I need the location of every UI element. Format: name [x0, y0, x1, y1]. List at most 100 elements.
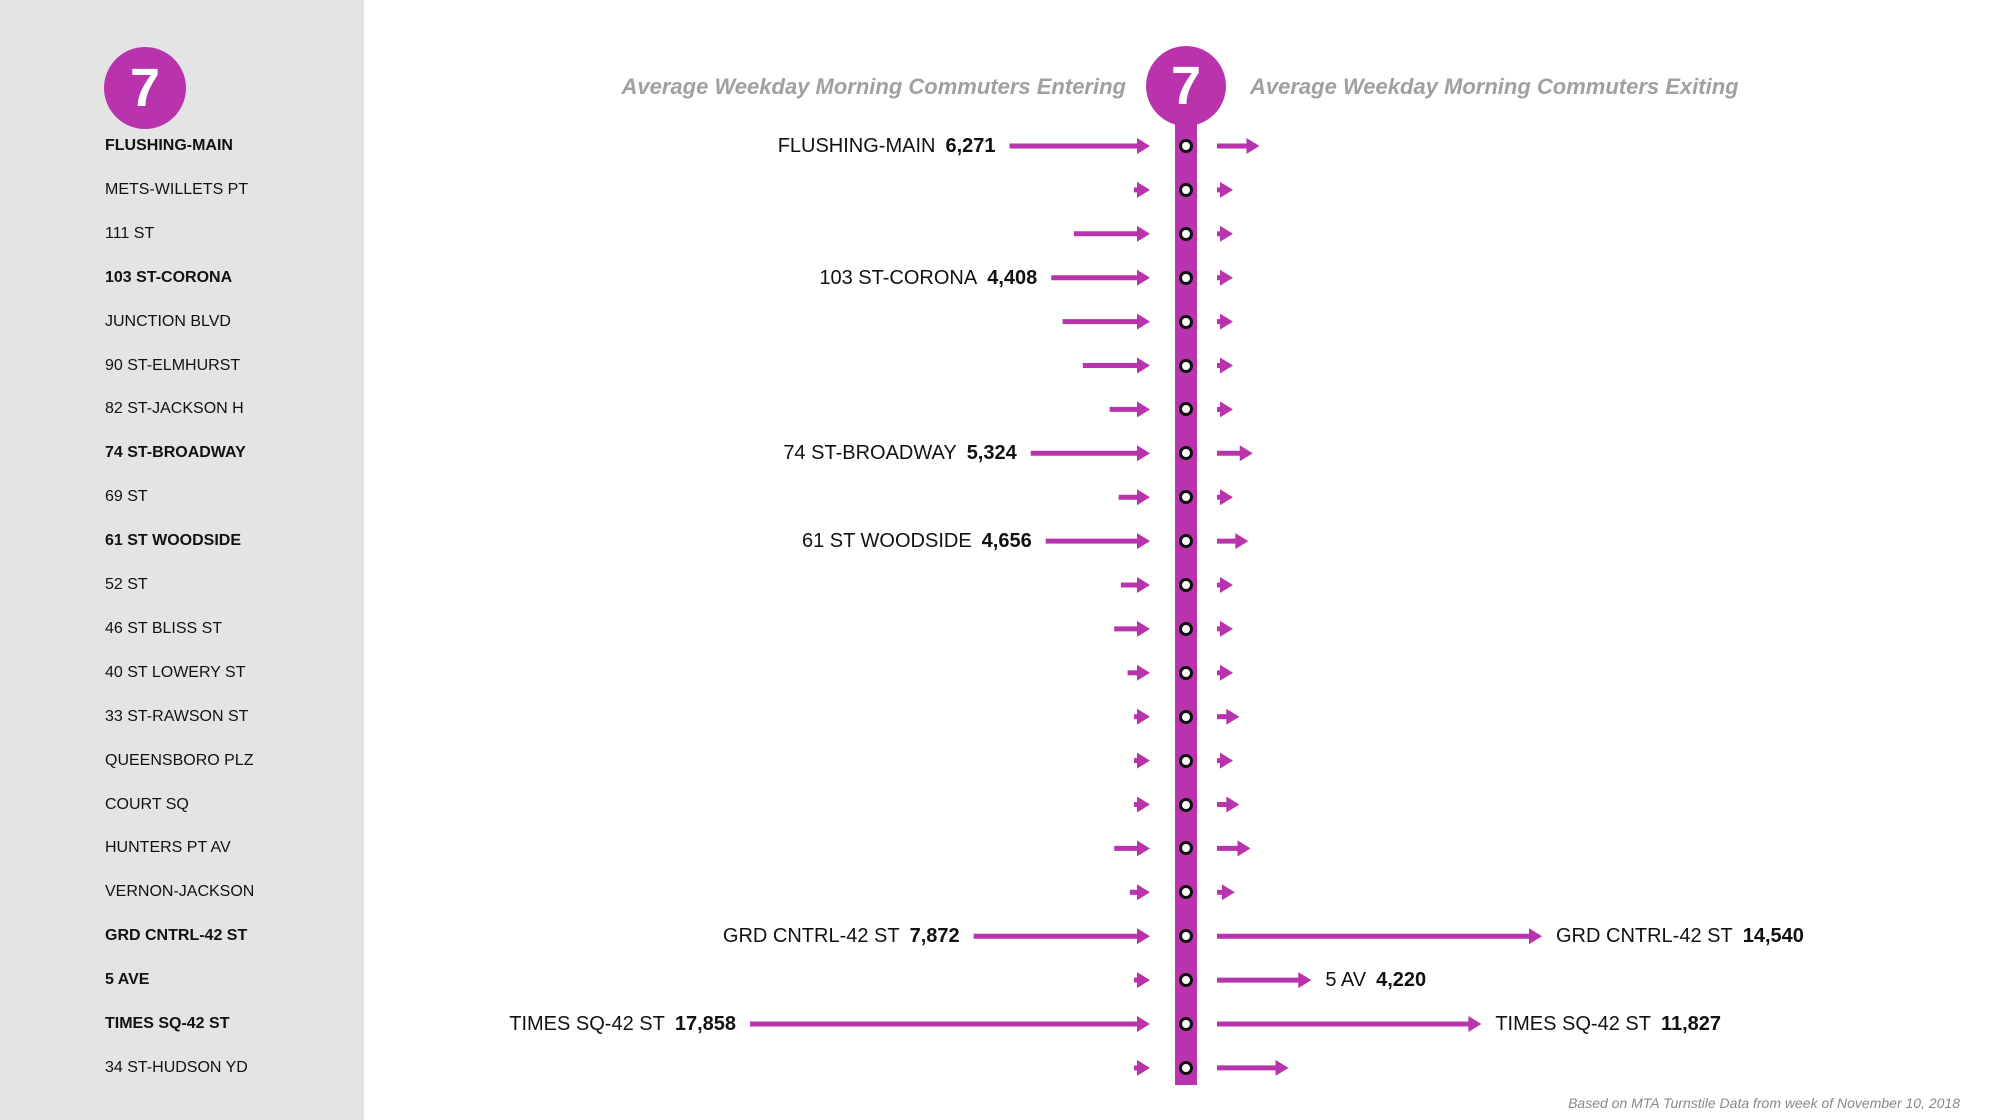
- entering-label-name: 103 ST-CORONA: [819, 266, 978, 289]
- exiting-arrow-hunters-pt-av: [1217, 840, 1251, 857]
- stop-marker-grd-cntrl-42-st: [1179, 929, 1193, 944]
- entering-label-name: 61 ST WOODSIDE: [801, 530, 972, 553]
- entering-label-name: FLUSHING-MAIN: [777, 135, 936, 157]
- stop-marker-82-st-jackson-h: [1179, 402, 1193, 417]
- entering-label-value: 5,324: [966, 442, 1017, 465]
- exiting-arrow-46-st-bliss-st: [1217, 620, 1233, 637]
- sidebar-station-46-st-bliss-st: 46 ST BLISS ST: [105, 619, 223, 637]
- exiting-arrow-61-st-woodside: [1217, 533, 1249, 550]
- exiting-arrow-flushing-main: [1217, 138, 1260, 154]
- sidebar-station-82-st-jackson-h: 82 ST-JACKSON H: [105, 400, 244, 418]
- sidebar-station-flushing-main: FLUSHING-MAIN: [105, 137, 233, 154]
- entering-label-103-st-corona: 103 ST-CORONA 4,408: [819, 266, 1037, 290]
- stop-marker-hunters-pt-av: [1179, 841, 1193, 856]
- entering-label-name: GRD CNTRL-42 ST: [722, 925, 900, 948]
- stop-marker-33-st-rawson-st: [1179, 709, 1193, 724]
- entering-label-name: TIMES SQ-42 ST: [509, 1013, 665, 1035]
- entering-label-value: 4,408: [987, 266, 1038, 289]
- stop-marker-vernon-jackson: [1179, 885, 1193, 900]
- entering-arrow-mets-willets-pt: [1134, 181, 1150, 198]
- stop-marker-52-st: [1179, 578, 1193, 592]
- entering-arrow-69-st: [1118, 489, 1150, 506]
- entering-label-grd-cntrl-42-st: GRD CNTRL-42 ST 7,872: [723, 924, 960, 948]
- sidebar-station-90-st-elmhurst: 90 ST-ELMHURST: [105, 356, 241, 374]
- exiting-arrow-court-sq: [1217, 796, 1240, 813]
- sidebar-station-hunters-pt-av: HUNTERS PT AV: [105, 839, 231, 857]
- sidebar-station-vernon-jackson: VERNON-JACKSON: [105, 883, 255, 901]
- sidebar-station-69-st: 69 ST: [105, 488, 148, 506]
- entering-arrow-61-st-woodside: [1045, 533, 1150, 550]
- exiting-arrow-103-st-corona: [1217, 269, 1233, 286]
- entering-arrow-40-st-lowery-st: [1127, 664, 1150, 681]
- entering-arrow-74-st-broadway: [1030, 445, 1150, 462]
- stop-marker-junction-blvd: [1179, 314, 1193, 329]
- sidebar-station-queensboro-plz: QUEENSBORO PLZ: [105, 751, 254, 769]
- exiting-arrow-34-st-hudson-yd: [1217, 1059, 1289, 1076]
- exiting-arrow-vernon-jackson: [1217, 884, 1235, 901]
- exiting-arrow-mets-willets-pt: [1217, 181, 1233, 198]
- stop-marker-5-ave: [1179, 973, 1193, 988]
- entering-label-74-st-broadway: 74 ST-BROADWAY 5,324: [783, 441, 1016, 465]
- route-7-center-badge: 7: [1146, 46, 1226, 126]
- exiting-arrow-33-st-rawson-st: [1217, 708, 1240, 725]
- exiting-label-5-ave: 5 AV 4,220: [1325, 968, 1426, 992]
- sidebar-station-103-st-corona: 103 ST-CORONA: [105, 268, 233, 286]
- exiting-label-value: 4,220: [1376, 969, 1427, 992]
- stop-marker-111-st: [1179, 226, 1193, 241]
- entering-arrow-90-st-elmhurst: [1082, 357, 1150, 374]
- entering-arrow-grd-cntrl-42-st: [973, 928, 1150, 945]
- entering-label-value: 17,858: [674, 1013, 736, 1035]
- stop-marker-69-st: [1179, 490, 1193, 505]
- stop-marker-103-st-corona: [1179, 270, 1193, 285]
- entering-arrow-times-sq-42-st: [750, 1016, 1150, 1032]
- sidebar-station-111-st: 111 ST: [105, 224, 155, 242]
- entering-label-value: 7,872: [909, 925, 960, 948]
- sidebar-station-junction-blvd: JUNCTION BLVD: [105, 312, 231, 330]
- exiting-label-name: TIMES SQ-42 ST: [1495, 1013, 1651, 1035]
- exiting-arrow-queensboro-plz: [1217, 752, 1233, 769]
- stop-marker-mets-willets-pt: [1179, 182, 1193, 197]
- entering-arrow-hunters-pt-av: [1114, 840, 1150, 857]
- exiting-label-times-sq-42-st: TIMES SQ-42 ST 11,827: [1495, 1012, 1721, 1036]
- entering-arrow-103-st-corona: [1051, 269, 1150, 286]
- exiting-header: Average Weekday Morning Commuters Exitin…: [1250, 74, 1739, 99]
- subway-line-bar: [1175, 110, 1197, 1085]
- route-7-badge: 7: [104, 47, 186, 129]
- sidebar-station-mets-willets-pt: METS-WILLETS PT: [105, 180, 249, 198]
- sidebar-station-74-st-broadway: 74 ST-BROADWAY: [105, 444, 246, 462]
- exiting-arrow-junction-blvd: [1217, 313, 1233, 330]
- entering-arrow-33-st-rawson-st: [1134, 708, 1150, 725]
- stop-marker-90-st-elmhurst: [1179, 358, 1193, 373]
- stop-marker-46-st-bliss-st: [1179, 621, 1193, 636]
- sidebar-station-52-st: 52 ST: [105, 576, 148, 593]
- entering-arrow-flushing-main: [1009, 138, 1150, 154]
- exiting-arrow-52-st: [1217, 577, 1233, 593]
- sidebar-station-times-sq-42-st: TIMES SQ-42 ST: [105, 1015, 230, 1032]
- entering-arrow-46-st-bliss-st: [1114, 620, 1150, 637]
- stop-marker-queensboro-plz: [1179, 753, 1193, 768]
- entering-arrow-vernon-jackson: [1129, 884, 1150, 901]
- sidebar-station-33-st-rawson-st: 33 ST-RAWSON ST: [105, 707, 249, 725]
- entering-label-value: 6,271: [945, 135, 996, 157]
- exiting-arrow-90-st-elmhurst: [1217, 357, 1233, 374]
- exiting-arrow-82-st-jackson-h: [1217, 401, 1233, 418]
- entering-arrow-82-st-jackson-h: [1109, 401, 1150, 418]
- exiting-label-grd-cntrl-42-st: GRD CNTRL-42 ST 14,540: [1556, 924, 1804, 948]
- entering-label-value: 4,656: [981, 530, 1032, 553]
- entering-label-times-sq-42-st: TIMES SQ-42 ST 17,858: [509, 1012, 736, 1036]
- exiting-arrow-5-ave: [1217, 972, 1312, 989]
- stop-marker-34-st-hudson-yd: [1179, 1060, 1193, 1075]
- exiting-arrow-69-st: [1217, 489, 1233, 506]
- entering-arrow-court-sq: [1134, 796, 1150, 813]
- sidebar-station-61-st-woodside: 61 ST WOODSIDE: [105, 532, 242, 550]
- entering-label-61-st-woodside: 61 ST WOODSIDE 4,656: [802, 529, 1032, 553]
- stop-marker-74-st-broadway: [1179, 446, 1193, 461]
- exiting-arrow-grd-cntrl-42-st: [1217, 928, 1542, 945]
- source-note: Based on MTA Turnstile Data from week of…: [1568, 1095, 1960, 1111]
- exiting-label-value: 11,827: [1660, 1013, 1722, 1035]
- entering-header: Average Weekday Morning Commuters Enteri…: [621, 74, 1127, 99]
- exiting-arrow-111-st: [1217, 225, 1233, 242]
- sidebar-station-34-st-hudson-yd: 34 ST-HUDSON YD: [105, 1058, 248, 1076]
